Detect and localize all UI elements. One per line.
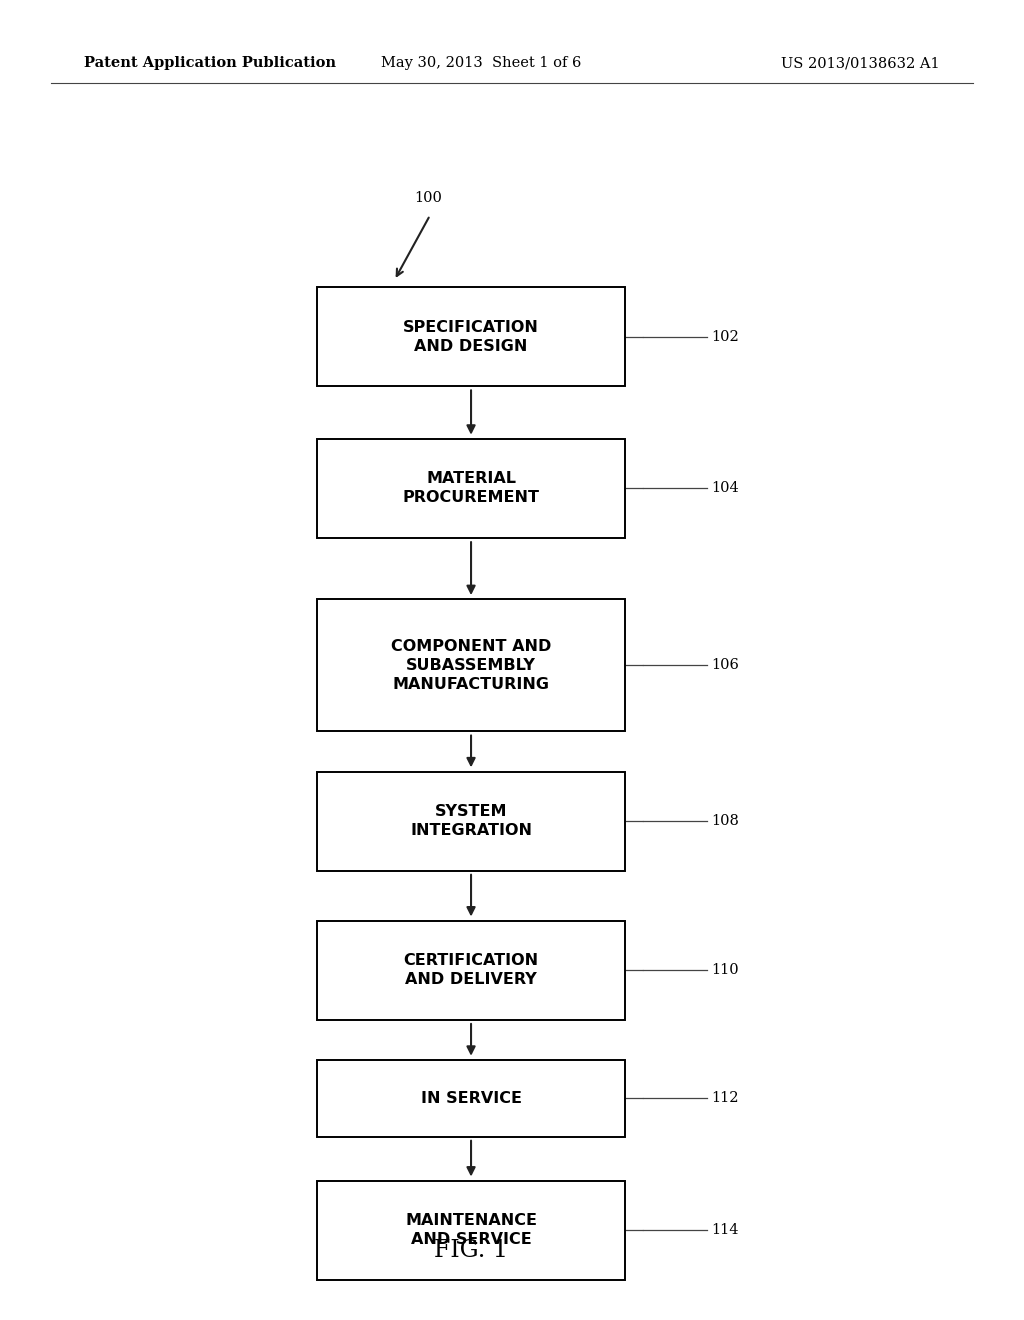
Text: 110: 110 — [712, 964, 739, 977]
Text: 114: 114 — [712, 1224, 739, 1237]
Text: May 30, 2013  Sheet 1 of 6: May 30, 2013 Sheet 1 of 6 — [381, 57, 582, 70]
Bar — [317, 288, 625, 385]
Text: 108: 108 — [712, 814, 739, 828]
Text: US 2013/0138632 A1: US 2013/0138632 A1 — [781, 57, 940, 70]
Bar — [317, 1060, 625, 1137]
Text: SYSTEM
INTEGRATION: SYSTEM INTEGRATION — [410, 804, 532, 838]
Text: 106: 106 — [712, 659, 739, 672]
Text: IN SERVICE: IN SERVICE — [421, 1090, 521, 1106]
Bar — [317, 921, 625, 1019]
Text: Patent Application Publication: Patent Application Publication — [84, 57, 336, 70]
Text: 104: 104 — [712, 482, 739, 495]
Text: 100: 100 — [415, 190, 442, 205]
Text: 102: 102 — [712, 330, 739, 343]
Bar — [317, 599, 625, 731]
Text: MAINTENANCE
AND SERVICE: MAINTENANCE AND SERVICE — [406, 1213, 537, 1247]
Bar — [317, 1180, 625, 1280]
Text: 112: 112 — [712, 1092, 739, 1105]
Text: MATERIAL
PROCUREMENT: MATERIAL PROCUREMENT — [402, 471, 540, 506]
Bar — [317, 438, 625, 539]
Text: SPECIFICATION
AND DESIGN: SPECIFICATION AND DESIGN — [403, 319, 539, 354]
Bar — [317, 771, 625, 871]
Text: FIG. 1: FIG. 1 — [434, 1238, 508, 1262]
Text: COMPONENT AND
SUBASSEMBLY
MANUFACTURING: COMPONENT AND SUBASSEMBLY MANUFACTURING — [391, 639, 551, 692]
Text: CERTIFICATION
AND DELIVERY: CERTIFICATION AND DELIVERY — [403, 953, 539, 987]
